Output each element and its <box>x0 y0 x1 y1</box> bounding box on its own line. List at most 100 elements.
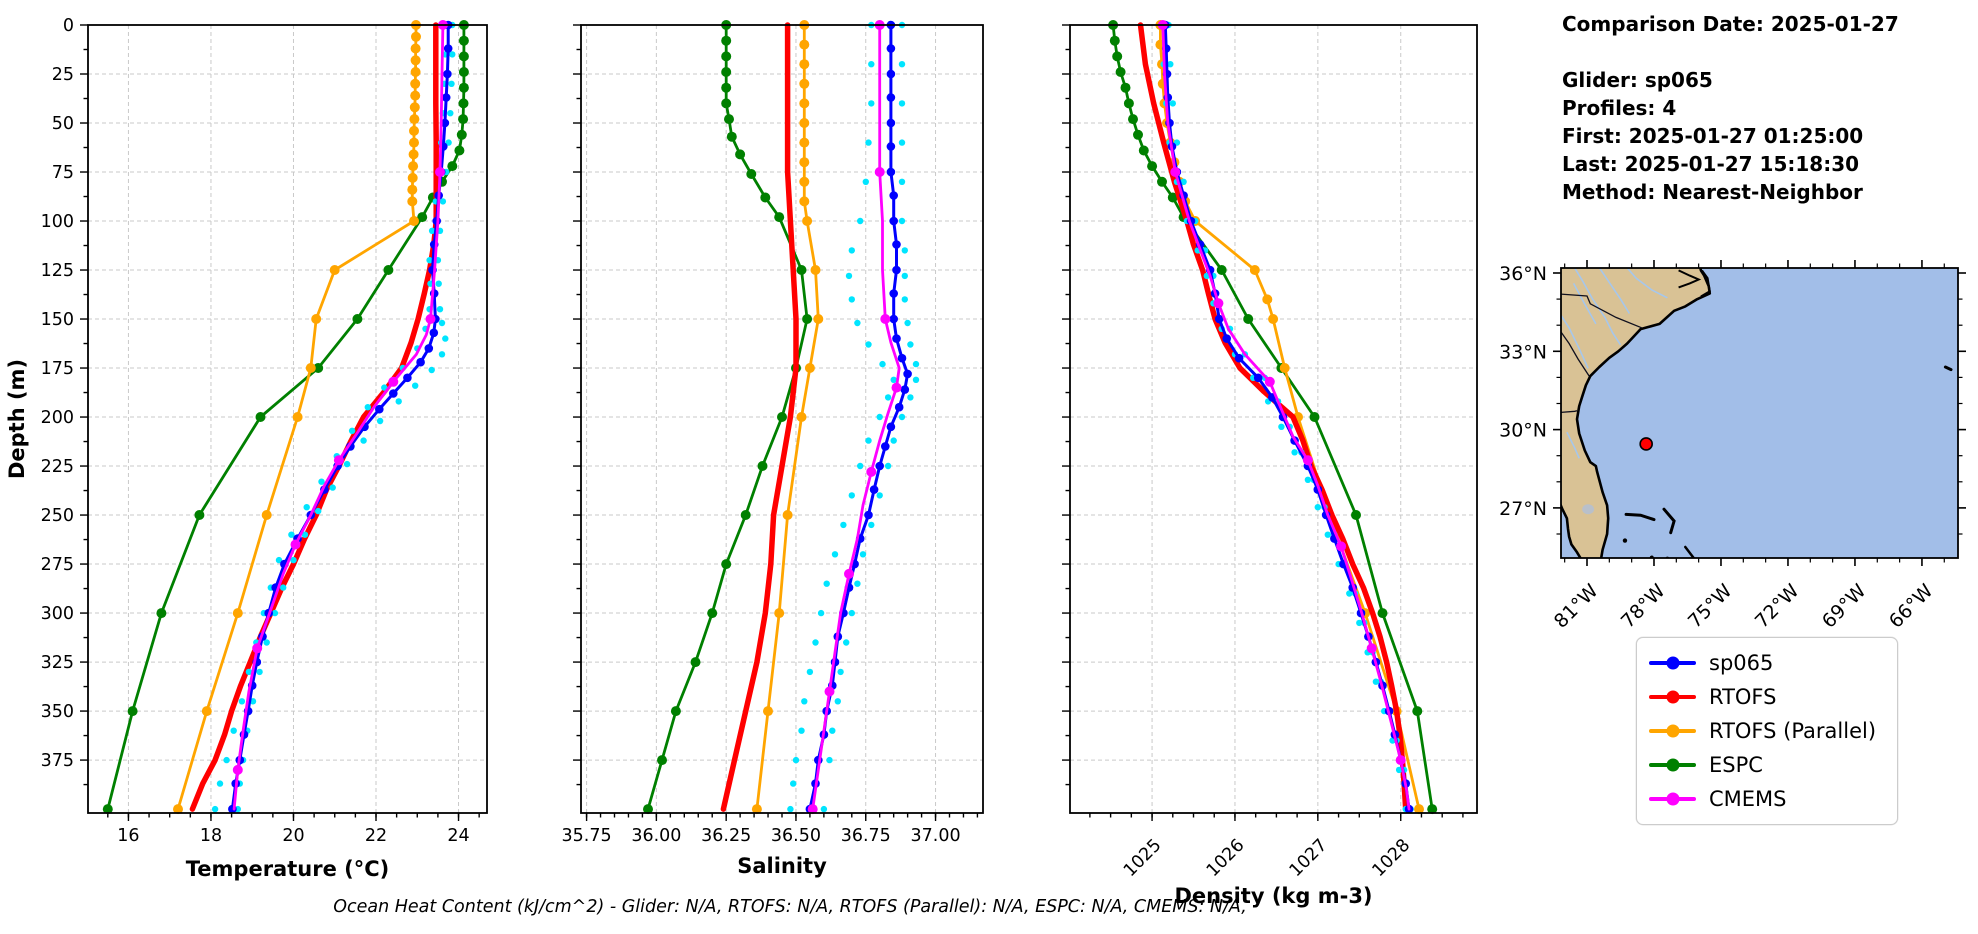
svg-text:35.75: 35.75 <box>562 826 612 846</box>
svg-text:375: 375 <box>41 751 74 771</box>
svg-text:75: 75 <box>52 163 74 183</box>
density-panel: 1025 1026 1027 1028 Density (kg m-3) <box>1062 20 1478 908</box>
svg-text:36.25: 36.25 <box>701 826 751 846</box>
svg-text:37.00: 37.00 <box>910 826 960 846</box>
depth-axis-label: Depth (m) <box>5 359 29 479</box>
svg-text:22: 22 <box>365 826 387 846</box>
legend-line-sample <box>1649 656 1696 670</box>
svg-text:36.00: 36.00 <box>631 826 681 846</box>
series-cmems <box>1157 20 1411 811</box>
model-legend: sp065 RTOFS RTOFS (Parallel) ESPC CMEMS <box>1636 637 1898 825</box>
svg-text:1028: 1028 <box>1369 835 1415 881</box>
svg-text:250: 250 <box>41 506 74 526</box>
legend-marker-dot <box>1666 656 1679 670</box>
svg-text:72°W: 72°W <box>1751 580 1804 633</box>
location-map: 36°N 33°N 30°N 27°N 81°W 78°W 75°W 72°W 69°W 66°W <box>1499 260 1966 633</box>
map-sound <box>1678 269 1702 289</box>
svg-text:275: 275 <box>41 555 74 575</box>
axis-ticks <box>1062 24 1464 821</box>
gridlines <box>581 25 983 813</box>
legend-line-sample <box>1649 690 1696 704</box>
legend-marker-dot <box>1666 724 1679 738</box>
svg-text:18: 18 <box>200 826 222 846</box>
svg-text:27°N: 27°N <box>1499 498 1547 520</box>
temperature-axis-label: Temperature (°C) <box>186 857 389 881</box>
first-profile-time: First: 2025-01-27 01:25:00 <box>1562 124 1864 148</box>
legend-entry-sp065: sp065 <box>1649 646 1885 680</box>
temperature-panel: 0 25 50 75 100 125 150 175 200 225 250 275 300 325 350… <box>5 16 488 881</box>
svg-text:325: 325 <box>41 653 74 673</box>
last-profile-time: Last: 2025-01-27 15:18:30 <box>1562 152 1860 176</box>
svg-text:1027: 1027 <box>1286 835 1332 881</box>
svg-text:36.75: 36.75 <box>841 826 891 846</box>
map-state-border <box>1561 330 1590 377</box>
legend-marker-dot <box>1666 792 1679 806</box>
legend-label: CMEMS <box>1709 787 1787 811</box>
map-state-border <box>1561 410 1578 414</box>
series-rtofs <box>720 22 799 812</box>
svg-text:36.50: 36.50 <box>771 826 821 846</box>
svg-text:20: 20 <box>282 826 304 846</box>
svg-text:150: 150 <box>41 310 74 330</box>
info-spacer <box>1562 38 1972 66</box>
map-state-border <box>1561 293 1642 329</box>
profiles-count: Profiles: 4 <box>1562 96 1677 120</box>
series-rtofs-parallel- <box>751 20 824 815</box>
legend-label: RTOFS (Parallel) <box>1709 719 1877 743</box>
legend-line-sample <box>1649 792 1696 806</box>
svg-text:1025: 1025 <box>1120 835 1166 881</box>
legend-entry-espc: ESPC <box>1649 748 1885 782</box>
map-river <box>1626 268 1668 299</box>
svg-text:200: 200 <box>41 408 74 428</box>
svg-text:36°N: 36°N <box>1499 263 1547 285</box>
svg-text:300: 300 <box>41 604 74 624</box>
series-rtofs-parallel- <box>173 20 421 815</box>
legend-marker-dot <box>1666 758 1679 772</box>
ohc-footer: Ocean Heat Content (kJ/cm^2) - Glider: N… <box>333 897 1247 917</box>
svg-text:100: 100 <box>41 212 74 232</box>
map-river <box>1561 313 1589 369</box>
tick-labels: 35.75 36.00 36.25 36.50 36.75 37.00 <box>562 826 961 846</box>
svg-text:25: 25 <box>52 65 74 85</box>
glider-location-marker <box>1639 437 1653 451</box>
map-island <box>1943 365 1953 372</box>
legend-entry-rtofs-parallel-: RTOFS (Parallel) <box>1649 714 1885 748</box>
svg-text:33°N: 33°N <box>1499 341 1547 363</box>
tick-labels: 0 25 50 75 100 125 150 175 200 225 250 275 300 325 350… <box>41 16 470 846</box>
series-rtofs <box>1137 22 1409 812</box>
svg-text:81°W: 81°W <box>1550 580 1603 633</box>
svg-text:0: 0 <box>63 16 74 36</box>
axis-ticks <box>573 24 979 821</box>
gridlines <box>1070 25 1477 813</box>
method: Method: Nearest-Neighbor <box>1562 180 1863 204</box>
series-espc <box>1108 20 1438 815</box>
svg-text:175: 175 <box>41 359 74 379</box>
legend-label: RTOFS <box>1709 685 1777 709</box>
glider-name: Glider: sp065 <box>1562 68 1713 92</box>
map-island <box>1622 538 1628 543</box>
comparison-date: Comparison Date: 2025-01-27 <box>1562 12 1899 36</box>
legend-label: ESPC <box>1709 753 1763 777</box>
svg-text:30°N: 30°N <box>1499 420 1547 442</box>
legend-marker-dot <box>1666 690 1679 704</box>
svg-text:78°W: 78°W <box>1617 580 1670 633</box>
svg-text:16: 16 <box>117 826 139 846</box>
svg-text:125: 125 <box>41 261 74 281</box>
legend-entry-cmems: CMEMS <box>1649 782 1885 816</box>
map-island <box>1624 512 1656 522</box>
svg-text:24: 24 <box>447 826 469 846</box>
density-axis-label: Density (kg m-3) <box>1174 884 1372 908</box>
svg-text:75°W: 75°W <box>1684 580 1737 633</box>
info-panel: Comparison Date: 2025-01-27 Glider: sp06… <box>1562 10 1972 206</box>
series-glider-profile-2 <box>820 21 920 813</box>
legend-label: sp065 <box>1709 651 1774 675</box>
svg-text:1026: 1026 <box>1203 835 1249 881</box>
map-island <box>1662 507 1676 535</box>
legend-line-sample <box>1649 724 1696 738</box>
series-espc <box>102 20 469 815</box>
salinity-axis-label: Salinity <box>737 854 827 878</box>
map-river <box>1598 268 1631 314</box>
series-glider-profile-1 <box>787 21 897 813</box>
svg-text:50: 50 <box>52 114 74 134</box>
